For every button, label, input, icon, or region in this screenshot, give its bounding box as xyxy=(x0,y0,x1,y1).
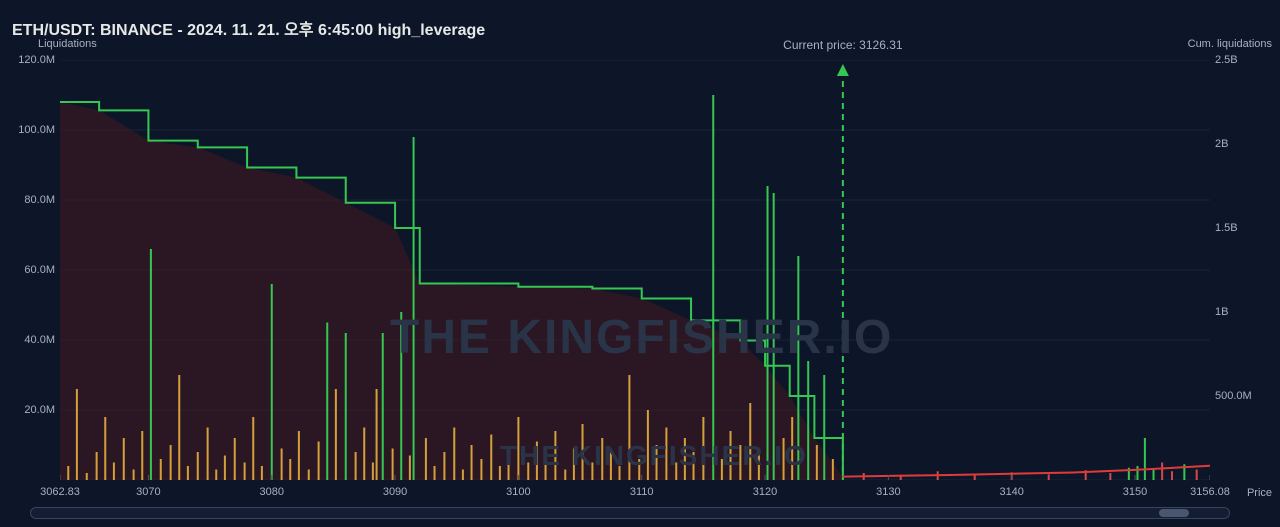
x-tick: 3140 xyxy=(999,486,1023,498)
x-tick: 3070 xyxy=(136,486,160,498)
y-tick-right: 1.5B xyxy=(1215,222,1265,234)
chart-title: ETH/USDT: BINANCE - 2024. 11. 21. 오후 6:4… xyxy=(12,16,485,40)
y-tick-right: 2B xyxy=(1215,138,1265,150)
y-tick-left: 60.0M xyxy=(5,264,55,276)
y-tick-left: 100.0M xyxy=(5,124,55,136)
liquidation-chart-root: ETH/USDT: BINANCE - 2024. 11. 21. 오후 6:4… xyxy=(0,0,1280,527)
y-tick-left: 40.0M xyxy=(5,334,55,346)
current-price-label: Current price: 3126.31 xyxy=(783,38,902,52)
scrollbar-thumb[interactable] xyxy=(1159,509,1189,517)
y-tick-left: 120.0M xyxy=(5,54,55,66)
price-range-scrollbar[interactable] xyxy=(30,507,1230,519)
x-tick: 3062.83 xyxy=(40,486,80,498)
x-tick: 3110 xyxy=(630,486,654,498)
x-axis-label: Price xyxy=(1247,487,1272,499)
y-axis-left-label: Liquidations xyxy=(38,38,97,50)
y-tick-right: 1B xyxy=(1215,306,1265,318)
y-tick-left: 20.0M xyxy=(5,404,55,416)
y-tick-left: 80.0M xyxy=(5,194,55,206)
x-tick: 3156.08 xyxy=(1190,486,1230,498)
x-tick: 3100 xyxy=(506,486,530,498)
x-tick: 3130 xyxy=(876,486,900,498)
y-axis-right-label: Cum. liquidations xyxy=(1188,38,1272,50)
chart-svg xyxy=(60,60,1210,480)
x-tick: 3120 xyxy=(753,486,777,498)
x-tick: 3080 xyxy=(259,486,283,498)
x-tick: 3090 xyxy=(383,486,407,498)
y-tick-right: 2.5B xyxy=(1215,54,1265,66)
y-tick-right: 500.0M xyxy=(1215,390,1265,402)
chart-plot-area[interactable]: 20.0M40.0M60.0M80.0M100.0M120.0M 500.0M1… xyxy=(60,60,1210,480)
x-tick: 3150 xyxy=(1123,486,1147,498)
